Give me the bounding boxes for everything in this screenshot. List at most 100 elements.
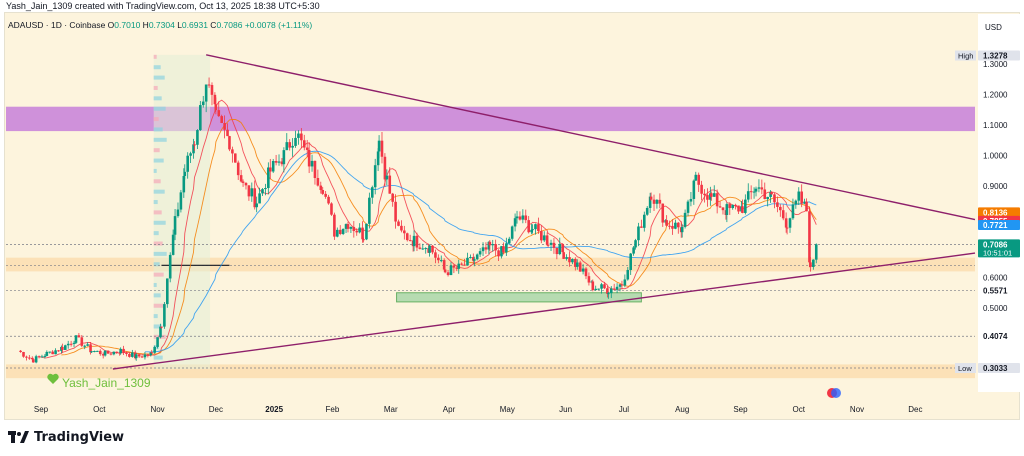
x-tick-label: Sep bbox=[34, 405, 49, 414]
volume-profile-bar bbox=[153, 179, 161, 184]
candle-body bbox=[400, 225, 403, 231]
volume-profile-bar bbox=[153, 75, 165, 80]
candle-body bbox=[373, 165, 377, 188]
candle-body bbox=[403, 230, 406, 234]
candle-body bbox=[612, 288, 616, 290]
candle-body bbox=[305, 147, 309, 150]
volume-profile-bar bbox=[153, 117, 159, 122]
candle-body bbox=[521, 215, 525, 220]
candle-body bbox=[552, 242, 556, 248]
x-tick-label: Mar bbox=[384, 405, 398, 414]
candle-body bbox=[442, 260, 446, 270]
volume-profile-bar bbox=[153, 262, 160, 267]
candle-body bbox=[784, 218, 788, 228]
candle-body bbox=[163, 304, 166, 327]
candle-body bbox=[505, 243, 508, 253]
candle-body bbox=[491, 244, 495, 246]
candle-body bbox=[341, 228, 345, 234]
x-tick-label: Jul bbox=[619, 405, 629, 414]
candle-body bbox=[149, 352, 153, 356]
candle-body bbox=[327, 196, 330, 204]
candle-body bbox=[96, 350, 99, 352]
x-tick-label: Jun bbox=[559, 405, 572, 414]
candle-body bbox=[412, 235, 416, 247]
candle-body bbox=[377, 140, 381, 152]
candle-body bbox=[558, 243, 562, 255]
candle-body bbox=[19, 350, 22, 353]
lower-trendline[interactable] bbox=[112, 252, 976, 370]
candle-body bbox=[776, 202, 779, 207]
candle-body bbox=[555, 247, 559, 255]
ma-slow-line bbox=[144, 150, 817, 353]
candle-body bbox=[109, 353, 113, 355]
event-flag-icon[interactable] bbox=[831, 388, 841, 398]
y-tick-label: 0.6000 bbox=[983, 274, 1008, 283]
volume-profile-bar bbox=[153, 324, 162, 329]
candle-body bbox=[159, 326, 162, 338]
candle-body bbox=[268, 167, 272, 172]
candle-body bbox=[28, 357, 31, 359]
x-tick-label: Dec bbox=[908, 405, 922, 414]
candle-body bbox=[689, 198, 693, 202]
upper-trendline[interactable] bbox=[206, 54, 976, 221]
candle-body bbox=[428, 245, 431, 253]
candle-body bbox=[421, 248, 425, 250]
candle-body bbox=[285, 142, 289, 151]
candle-body bbox=[217, 110, 221, 117]
candle-body bbox=[645, 207, 649, 215]
candle-body bbox=[93, 351, 96, 353]
candle-body bbox=[302, 140, 306, 148]
candle-body bbox=[718, 206, 722, 208]
candle-body bbox=[757, 187, 761, 189]
candle-body bbox=[69, 343, 73, 345]
candle-body bbox=[623, 279, 627, 286]
candle-body bbox=[703, 193, 706, 196]
candle-body bbox=[196, 130, 199, 145]
candle-body bbox=[397, 221, 400, 226]
candle-body bbox=[603, 284, 606, 289]
candle-body bbox=[210, 85, 214, 95]
candle-body bbox=[244, 182, 248, 186]
candle-body bbox=[710, 193, 713, 197]
candle-body bbox=[587, 276, 591, 283]
price-tag-text: Low bbox=[958, 364, 972, 373]
candle-body bbox=[336, 229, 339, 237]
candle-body bbox=[233, 153, 237, 163]
candle-body bbox=[571, 258, 574, 263]
price-tag-text: High bbox=[958, 52, 973, 61]
candle-body bbox=[814, 244, 818, 260]
candle-body bbox=[137, 354, 141, 357]
candle-body bbox=[160, 326, 163, 328]
volume-profile-bar bbox=[153, 293, 161, 298]
candle-body bbox=[502, 246, 505, 253]
price-label-value: 0.4074 bbox=[983, 332, 1008, 341]
candle-body bbox=[515, 216, 519, 219]
candle-body bbox=[361, 227, 364, 240]
candle-body bbox=[150, 352, 154, 354]
candle-body bbox=[488, 241, 492, 246]
candle-body bbox=[715, 193, 719, 207]
x-tick-label: Feb bbox=[326, 405, 340, 414]
candle-body bbox=[226, 129, 229, 137]
candle-body bbox=[274, 161, 278, 163]
candle-body bbox=[176, 209, 180, 217]
tradingview-logo[interactable]: TradingView bbox=[8, 429, 124, 445]
candle-body bbox=[568, 257, 571, 263]
candle-body bbox=[189, 153, 192, 156]
candle-body bbox=[728, 204, 732, 209]
candle-body bbox=[725, 204, 729, 215]
candle-body bbox=[452, 265, 456, 268]
candle-body bbox=[365, 223, 368, 240]
candle-body bbox=[797, 191, 801, 201]
volume-profile-bar bbox=[153, 106, 166, 111]
candle-body bbox=[74, 335, 78, 343]
candle-body bbox=[674, 222, 677, 229]
price-label-value: 0.7086 bbox=[983, 240, 1008, 249]
price-label-box bbox=[978, 362, 1020, 373]
volume-profile-area bbox=[153, 54, 211, 369]
candle-body bbox=[530, 229, 533, 233]
candle-body bbox=[90, 351, 93, 353]
candle-body bbox=[527, 220, 530, 233]
candle-body bbox=[794, 200, 798, 205]
